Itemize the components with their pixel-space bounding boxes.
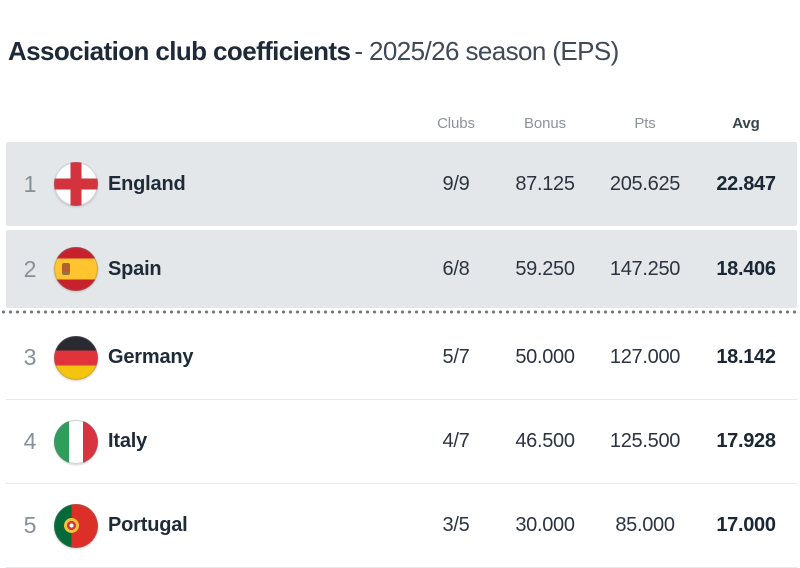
rank-label: 2 [23,255,37,282]
avg-value: 22.847 [716,172,776,195]
table-row: 1 England 9/9 87.125 205.625 22.847 [6,142,797,226]
pts-value: 147.250 [609,257,681,280]
pts-value: 85.000 [615,514,675,536]
avg-value: 17.000 [716,514,776,536]
avg-value: 17.928 [716,430,776,452]
table-row: 2 Spain 6/8 59.250 147.250 18.406 [6,230,797,308]
bonus-value: 30.000 [515,514,575,536]
spain-flag-icon [54,247,98,291]
page-title-season: - 2025/26 season (EPS) [354,36,619,66]
pts-value: 127.000 [609,346,681,368]
bonus-value: 50.000 [515,346,575,368]
table-header: Clubs Bonus Pts Avg [6,106,797,140]
table-row: 4 Italy 4/7 46.500 125.500 17.928 [6,400,797,484]
clubs-value: 4/7 [442,430,470,452]
country-name: Germany [108,346,194,368]
country-name: Portugal [108,514,188,536]
page-title-main: Association club coefficients [8,36,351,66]
pts-value: 205.625 [609,172,681,195]
column-header-clubs: Clubs [437,114,475,132]
column-header-avg: Avg [732,114,760,132]
bonus-value: 46.500 [515,430,575,452]
bonus-value: 59.250 [515,257,575,280]
table-body: 1 England 9/9 87.125 205.625 22.847 2 Sp… [0,142,800,568]
bonus-value: 87.125 [515,172,575,195]
clubs-value: 9/9 [442,172,470,195]
avg-value: 18.142 [716,346,776,368]
rank-label: 3 [23,344,37,370]
rank-label: 1 [23,170,37,197]
clubs-value: 3/5 [442,514,470,536]
germany-flag-icon [54,335,98,380]
country-name: England [108,172,186,195]
avg-value: 18.406 [716,257,776,280]
column-header-bonus: Bonus [523,114,567,132]
clubs-value: 6/8 [442,257,470,280]
table-row: 3 Germany 5/7 50.000 127.000 18.142 [6,316,797,400]
country-name: Italy [108,430,148,452]
page-title: Association club coefficients - 2025/26 s… [8,36,619,67]
pts-value: 125.500 [609,430,681,452]
italy-flag-icon [54,419,98,464]
qualification-cutoff-dotted-line [0,308,800,316]
table-row: 5 Portugal 3/5 30.000 85.000 17.000 [6,484,797,568]
rank-label: 5 [23,512,37,538]
england-flag-icon [54,162,98,206]
rank-label: 4 [23,428,37,454]
clubs-value: 5/7 [442,346,470,368]
country-name: Spain [108,257,162,280]
column-header-pts: Pts [634,114,656,132]
portugal-flag-icon [54,503,98,548]
